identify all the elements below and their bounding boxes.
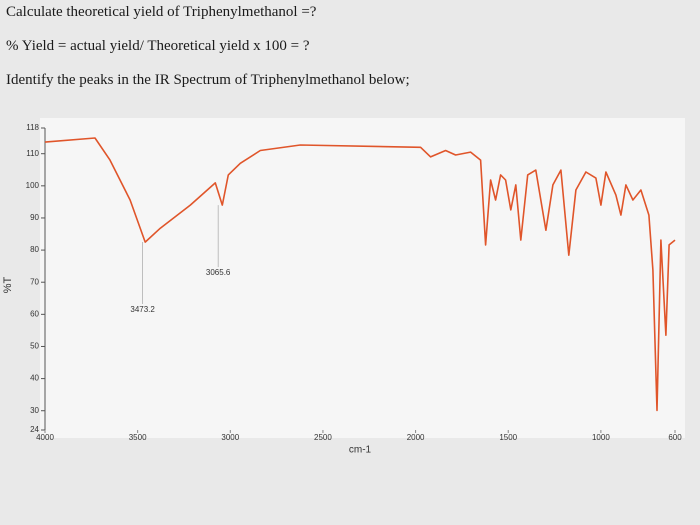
x-axis-label: cm-1 bbox=[349, 445, 372, 456]
y-tick-label: 118 bbox=[26, 123, 39, 132]
plot-background bbox=[40, 118, 685, 438]
x-tick-label: 1500 bbox=[499, 433, 517, 442]
y-tick-label: 70 bbox=[30, 277, 39, 286]
x-tick-label: 4000 bbox=[36, 433, 54, 442]
x-tick-label: 600 bbox=[668, 433, 682, 442]
peak-label: 3065.6 bbox=[206, 268, 231, 277]
y-tick-label: 30 bbox=[30, 406, 39, 415]
y-tick-label: 40 bbox=[30, 374, 39, 383]
y-tick-label: 90 bbox=[30, 213, 39, 222]
y-tick-label: 50 bbox=[30, 342, 39, 351]
y-tick-label: 80 bbox=[30, 245, 39, 254]
y-tick-label: 110 bbox=[26, 149, 39, 158]
question: Calculate theoretical yield of Triphenyl… bbox=[6, 4, 317, 20]
x-tick-label: 2000 bbox=[407, 433, 425, 442]
question: % Yield = actual yield/ Theoretical yiel… bbox=[6, 38, 310, 54]
question: Identify the peaks in the IR Spectrum of… bbox=[6, 72, 410, 88]
peak-label: 3473.2 bbox=[130, 305, 155, 314]
x-tick-label: 2500 bbox=[314, 433, 332, 442]
x-tick-label: 1000 bbox=[592, 433, 610, 442]
y-tick-label: 24 bbox=[30, 425, 39, 434]
spectrum-line bbox=[44, 137, 676, 412]
y-tick-label: 100 bbox=[26, 181, 40, 190]
x-tick-label: 3000 bbox=[221, 433, 239, 442]
y-axis-label: %T bbox=[2, 276, 14, 293]
x-tick-label: 3500 bbox=[129, 433, 147, 442]
y-tick-label: 60 bbox=[30, 309, 39, 318]
